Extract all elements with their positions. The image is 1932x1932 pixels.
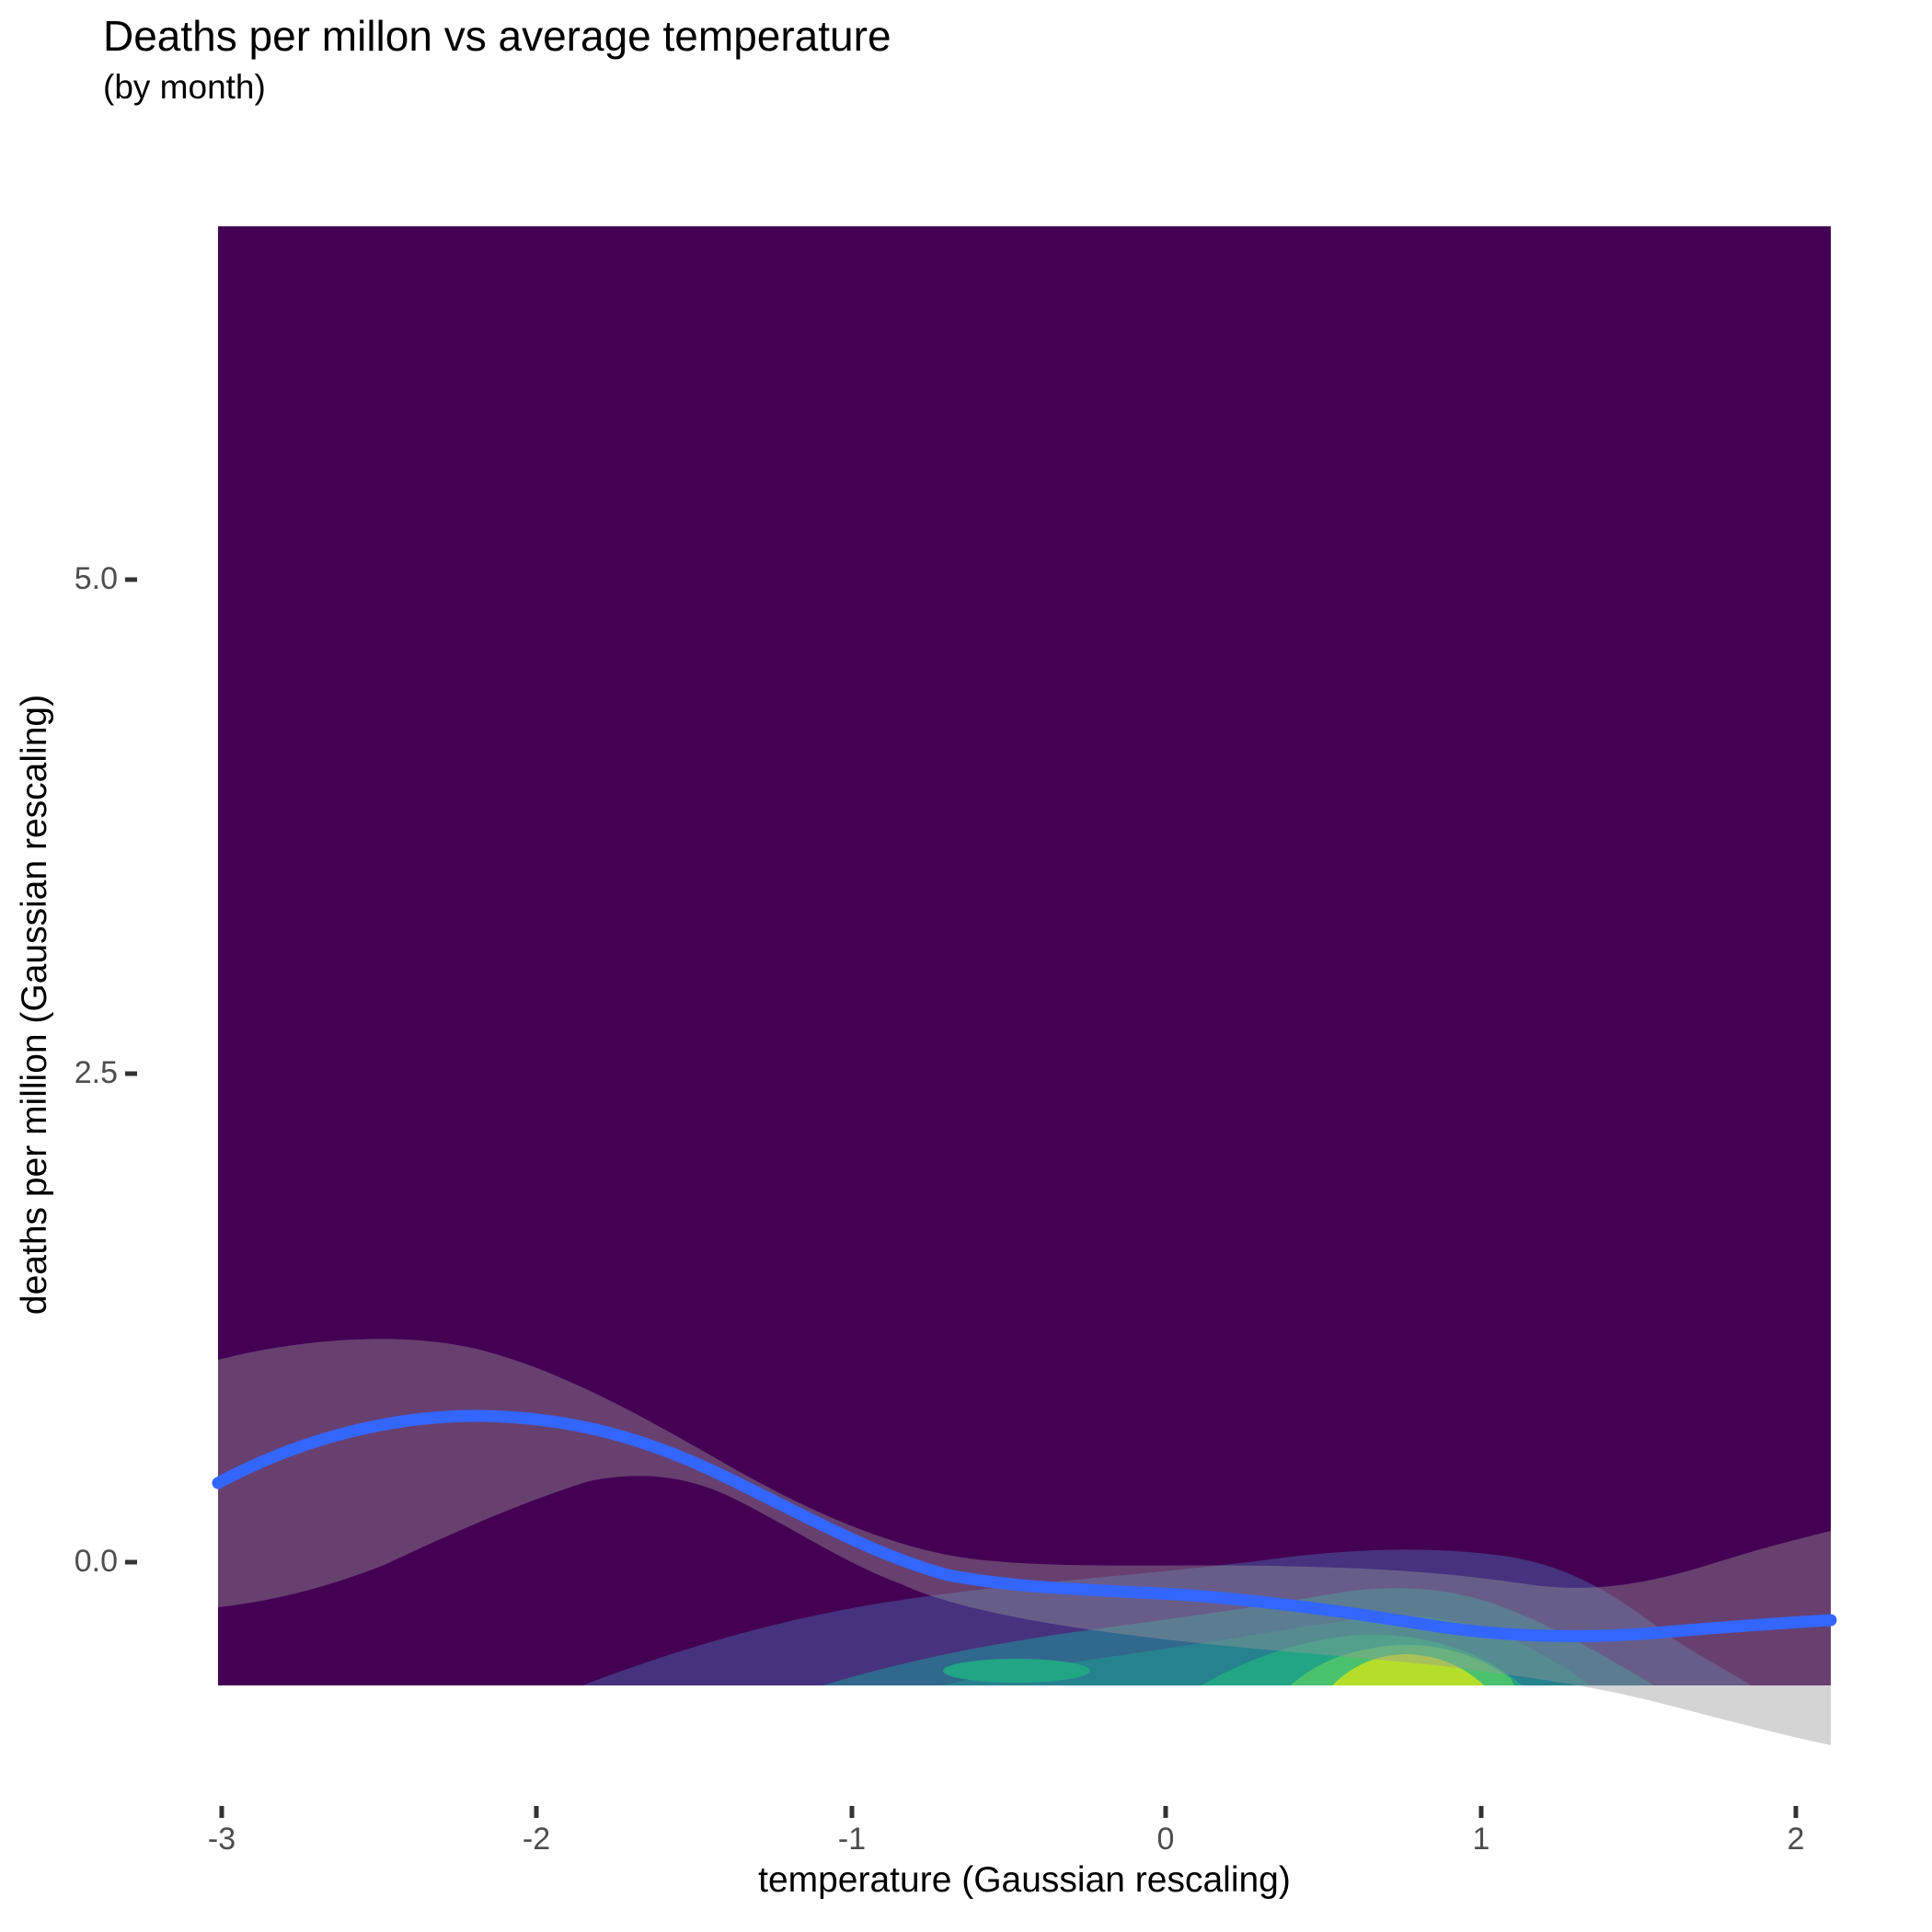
y-tick-label: 2.5 [74, 1055, 118, 1090]
x-axis-label: temperature (Gaussian rescaling) [758, 1860, 1291, 1900]
axis-ticks-group [125, 577, 1799, 1818]
y-axis-label: deaths per million (Gaussian rescaling) [15, 694, 54, 1316]
plot-title: Deaths per millon vs average temperature [103, 12, 891, 60]
plot-subtitle: (by month) [103, 68, 266, 106]
x-tick-label: -2 [522, 1822, 551, 1857]
y-tick-label: 0.0 [74, 1544, 118, 1579]
density-contour-group [581, 1549, 1752, 1685]
x-tick-label: 1 [1472, 1822, 1490, 1857]
x-tick-label: 0 [1156, 1822, 1175, 1857]
y-tick-label: 5.0 [74, 561, 118, 596]
smooth-line [212, 1409, 1837, 1642]
x-tick-label: 2 [1787, 1822, 1805, 1857]
x-tick-label: -1 [837, 1822, 867, 1857]
density-contour-band-6 [1332, 1654, 1484, 1685]
x-tick-label: -3 [207, 1822, 236, 1857]
density-contour-lens [943, 1659, 1090, 1683]
density-raster [218, 226, 1831, 1685]
